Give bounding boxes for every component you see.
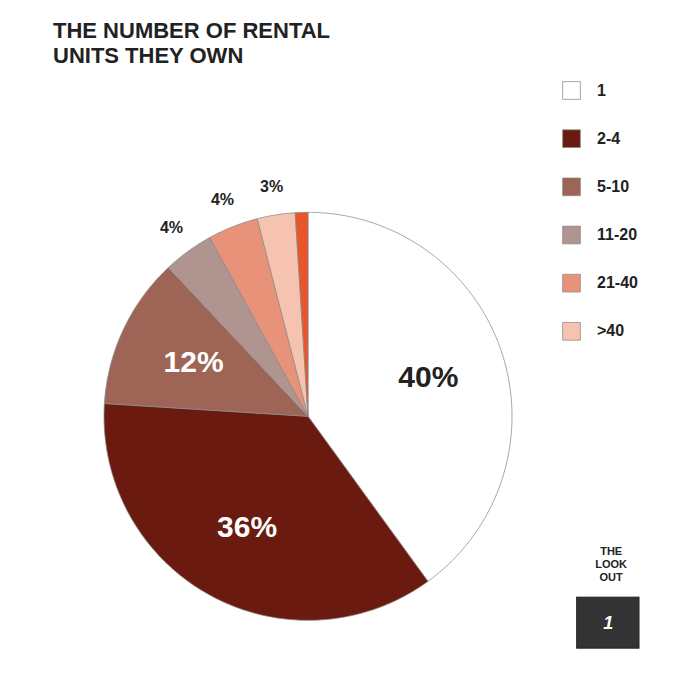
svg-text:40%: 40% <box>398 360 458 393</box>
svg-text:5-10: 5-10 <box>597 178 629 195</box>
svg-text:21-40: 21-40 <box>597 274 638 291</box>
svg-text:36%: 36% <box>217 510 277 543</box>
svg-text:1: 1 <box>603 613 613 633</box>
svg-text:3%: 3% <box>260 178 283 195</box>
svg-text:4%: 4% <box>211 191 234 208</box>
svg-text:1: 1 <box>597 82 606 99</box>
svg-text:THE NUMBER OF RENTALUNITS THEY: THE NUMBER OF RENTALUNITS THEY OWN <box>53 18 330 68</box>
svg-text:>40: >40 <box>597 322 624 339</box>
svg-text:2-4: 2-4 <box>597 130 620 147</box>
svg-text:THELOOKOUT: THELOOKOUT <box>595 545 627 583</box>
svg-text:11-20: 11-20 <box>597 226 637 243</box>
svg-text:12%: 12% <box>164 345 224 378</box>
svg-text:4%: 4% <box>160 219 183 236</box>
